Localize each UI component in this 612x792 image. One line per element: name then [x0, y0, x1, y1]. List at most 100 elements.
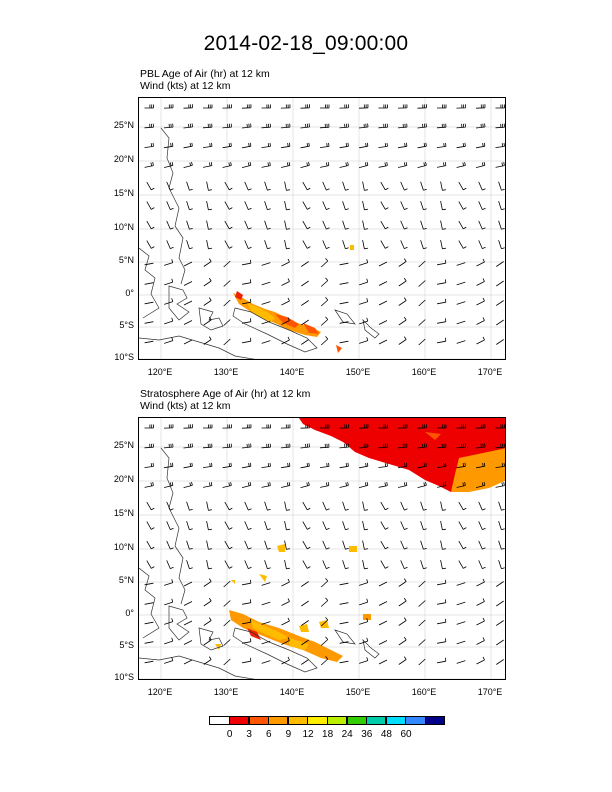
wind-barb: [261, 462, 271, 468]
wind-barb: [144, 262, 154, 266]
wind-barb: [300, 443, 310, 449]
wind-barb: [206, 181, 212, 191]
lat-label: 10°N: [113, 542, 134, 552]
wind-barb: [398, 636, 407, 646]
wind-barb: [380, 540, 389, 550]
wind-barb: [206, 560, 212, 570]
wind-barb: [222, 482, 232, 488]
wind-barb: [378, 659, 388, 665]
wind-barb: [498, 521, 505, 531]
wind-barb: [440, 220, 446, 230]
wind-barb: [417, 142, 427, 149]
wind-barb: [440, 501, 446, 511]
wind-barb: [322, 501, 330, 511]
wind-barb: [495, 443, 505, 449]
wind-barb: [417, 481, 427, 488]
wind-barb: [380, 181, 389, 191]
wind-barb: [456, 482, 466, 488]
wind-barb: [224, 201, 233, 210]
wind-barb: [495, 104, 505, 109]
wind-barb: [301, 639, 309, 646]
wind-barb: [495, 142, 505, 148]
wind-barb: [418, 319, 426, 326]
wind-barb: [420, 240, 427, 250]
wind-barb: [222, 123, 232, 129]
wind-barb: [495, 482, 505, 488]
wind-barb: [264, 240, 271, 250]
colorbar-label: 9: [285, 729, 292, 740]
wind-barb: [261, 301, 271, 305]
lat-label: 0°: [125, 608, 134, 618]
pbl-gridlines: [139, 98, 505, 359]
lat-label: 15°N: [113, 508, 134, 518]
wind-barb: [440, 521, 446, 531]
wind-barb: [183, 339, 193, 345]
colorbar-swatch: [229, 716, 250, 725]
wind-barb: [300, 424, 310, 429]
wind-barb: [183, 320, 193, 325]
wind-barb: [281, 578, 290, 587]
strat-plume-blob-3: [363, 614, 371, 620]
wind-barb: [281, 258, 290, 267]
wind-barb: [359, 657, 369, 664]
wind-barb: [183, 161, 193, 168]
wind-barb: [284, 201, 290, 211]
strat-field-title: Stratosphere Age of Air (hr) at 12 km: [140, 388, 311, 400]
wind-barb: [223, 319, 231, 326]
wind-barb: [223, 260, 231, 268]
wind-barb: [302, 501, 311, 511]
wind-barb: [261, 340, 271, 344]
wind-barb: [359, 317, 369, 325]
wind-barb: [202, 123, 213, 129]
wind-barb: [280, 424, 291, 429]
strat-coastlines: [139, 447, 380, 679]
wind-barb: [397, 123, 408, 129]
wind-barb: [476, 481, 486, 488]
wind-barb: [362, 540, 368, 550]
wind-barb: [339, 582, 349, 586]
wind-barb: [437, 638, 447, 644]
wind-barb: [320, 336, 329, 346]
pbl-plume-red-3: [303, 323, 319, 334]
colorbar-swatch: [248, 716, 269, 725]
wind-barb: [164, 618, 174, 625]
wind-barb: [166, 521, 174, 530]
wind-barb: [342, 560, 349, 570]
wind-barb: [437, 104, 447, 109]
wind-barb: [264, 540, 271, 550]
wind-barb: [146, 521, 155, 530]
wind-barb: [436, 443, 447, 449]
strat-plume-blob-5: [231, 580, 235, 584]
wind-barb: [302, 540, 311, 550]
wind-barb: [458, 201, 467, 210]
wind-barb: [284, 181, 290, 191]
wind-barb: [456, 301, 466, 305]
wind-barb: [496, 659, 504, 665]
wind-barb: [339, 443, 349, 449]
wind-barb: [496, 319, 504, 326]
wind-barb: [186, 540, 193, 550]
wind-barb: [203, 277, 212, 287]
wind-barb: [223, 280, 231, 287]
wind-barb: [163, 424, 174, 429]
wind-barb: [417, 104, 427, 109]
wind-barb: [320, 258, 329, 268]
strat-blob-3: [259, 574, 267, 582]
wind-barb: [359, 278, 369, 286]
wind-barb: [284, 540, 290, 550]
wind-barb: [301, 659, 309, 665]
wind-barb: [144, 641, 154, 644]
wind-barb: [300, 123, 310, 129]
wind-barb: [164, 142, 174, 149]
wind-barb: [418, 600, 426, 607]
wind-barb: [359, 637, 369, 645]
wind-barb: [183, 462, 193, 469]
wind-barb: [242, 279, 252, 285]
wind-barb: [498, 220, 505, 230]
wind-barb: [281, 482, 291, 488]
lon-label: 170°E: [477, 687, 503, 697]
wind-barb: [437, 259, 447, 266]
wind-barb: [359, 337, 369, 344]
wind-barb: [456, 640, 466, 645]
wind-barb: [456, 320, 466, 325]
